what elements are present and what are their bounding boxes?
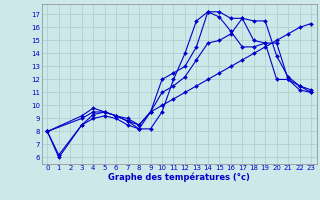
X-axis label: Graphe des températures (°c): Graphe des températures (°c) (108, 173, 250, 182)
